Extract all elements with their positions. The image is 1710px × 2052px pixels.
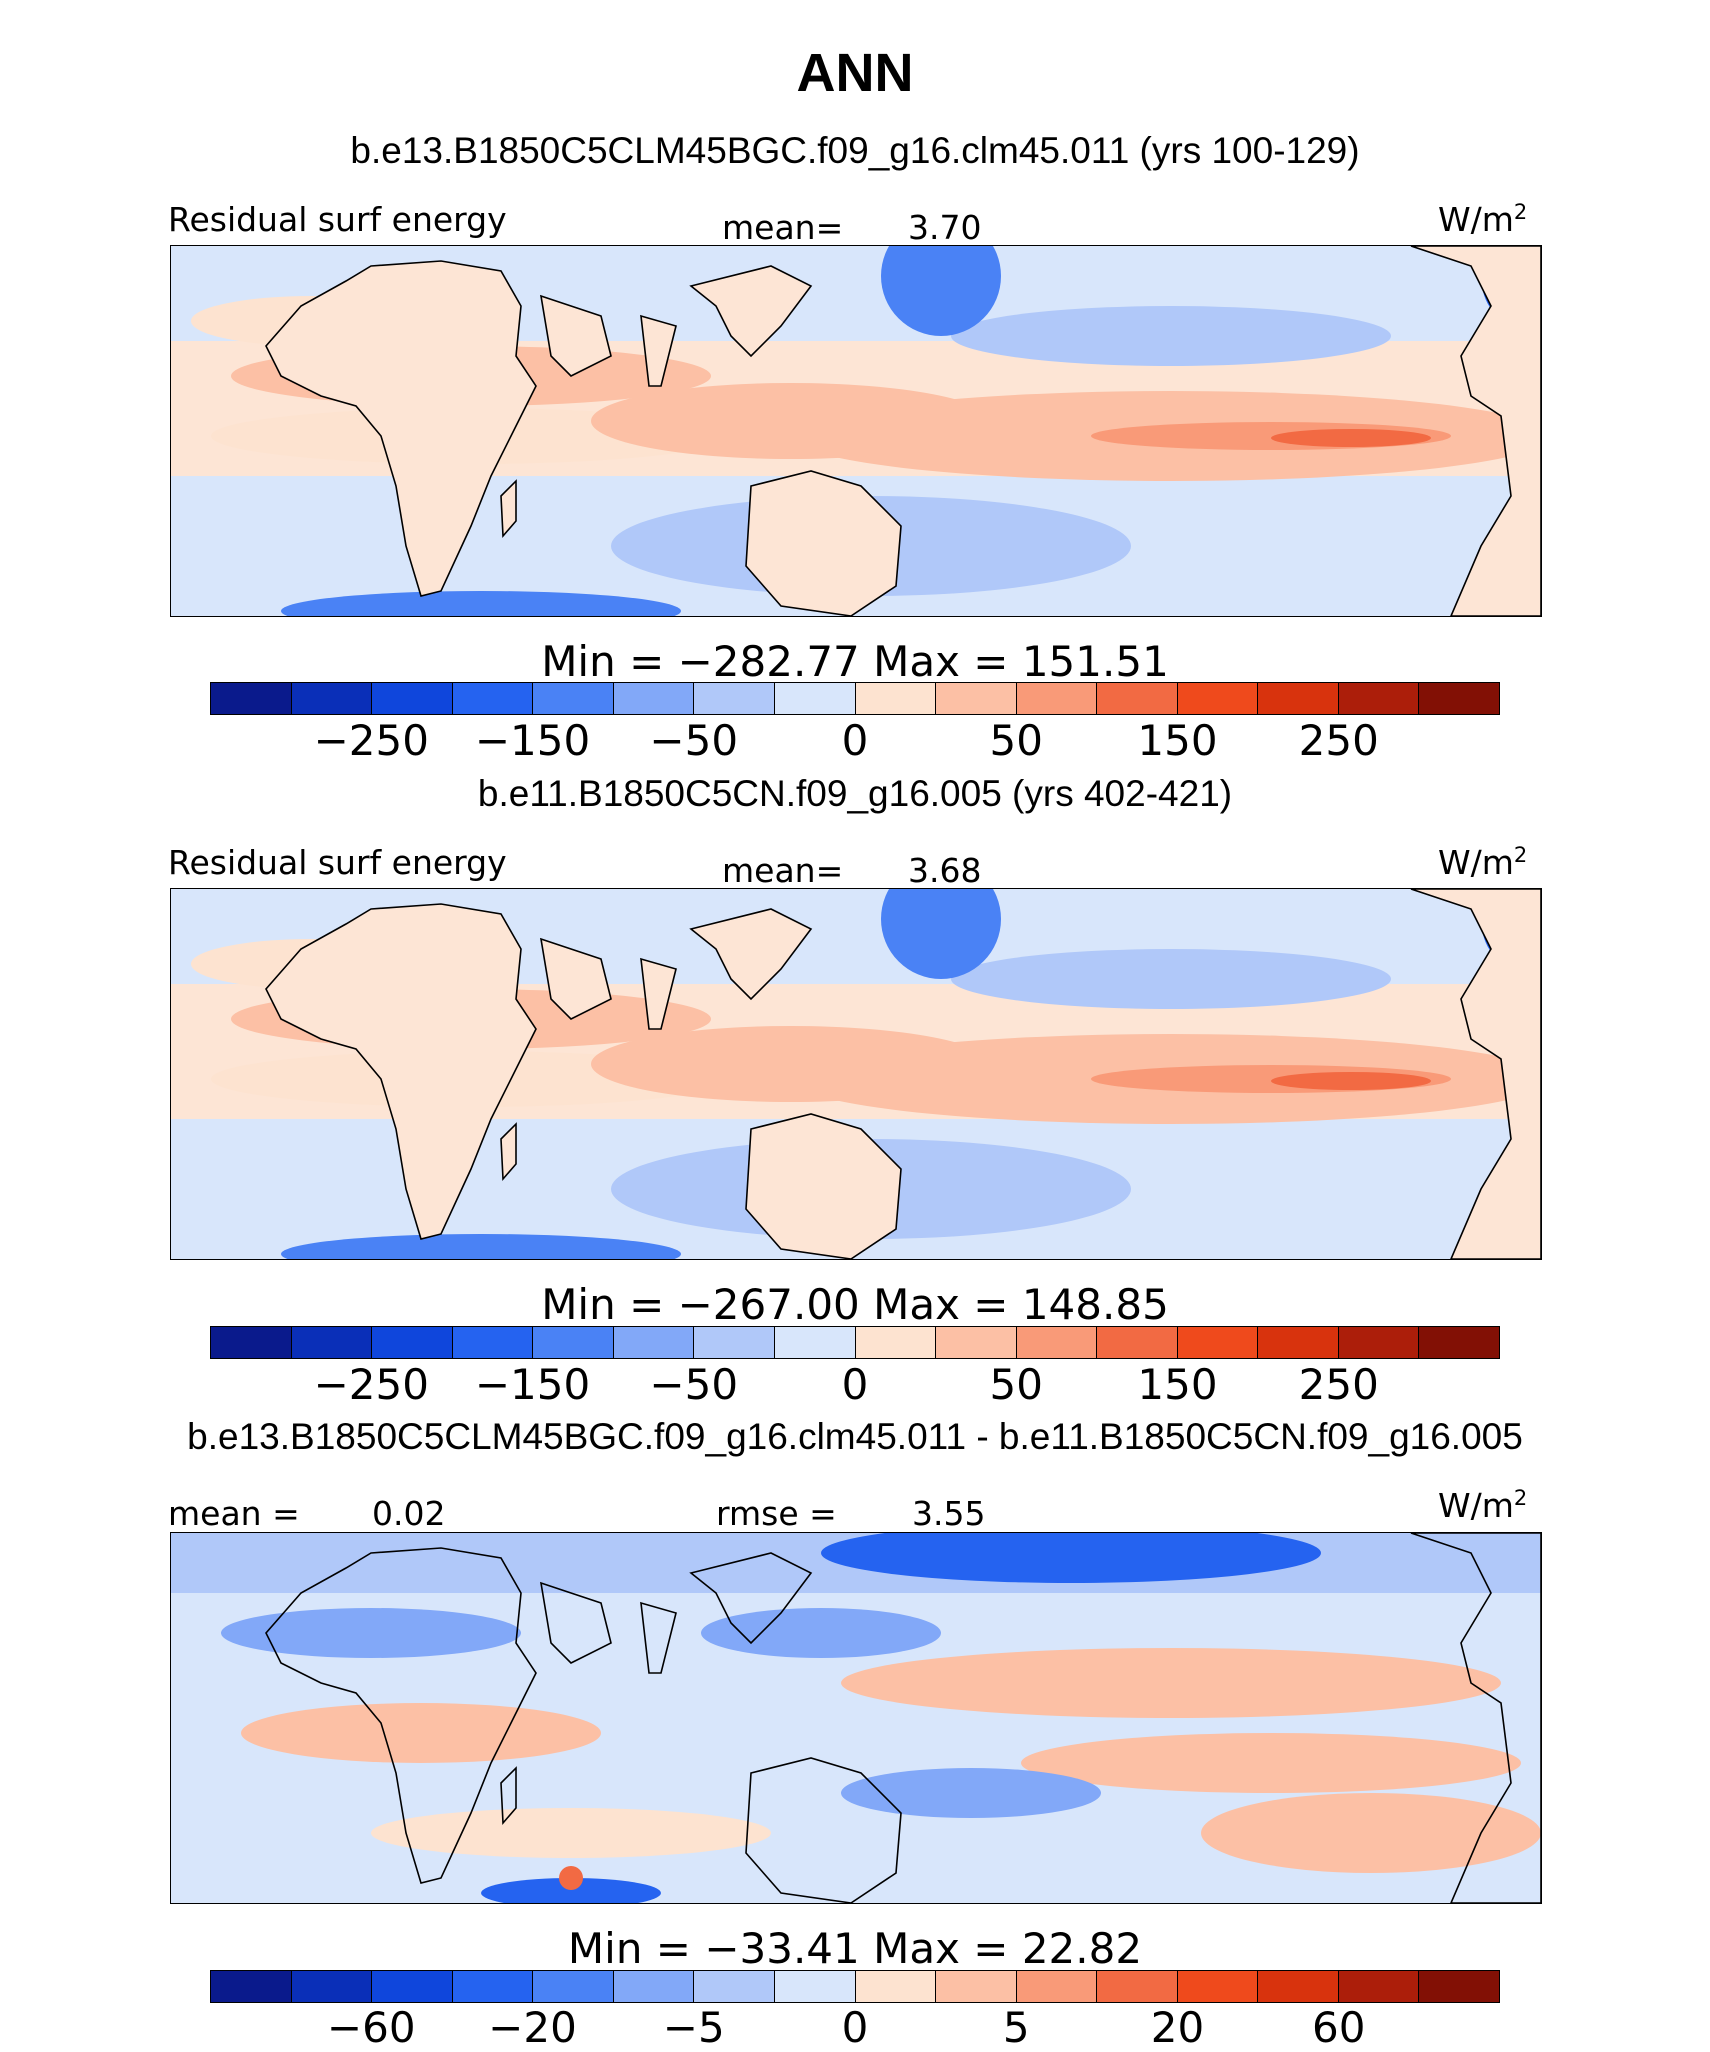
panel-2-title: b.e11.B1850C5CN.f09_g16.005 (yrs 402-421… <box>477 773 1233 814</box>
colorbar-cell <box>211 1327 292 1358</box>
colorbar-cell <box>1419 1327 1499 1358</box>
colorbar-cell <box>774 1327 856 1358</box>
colorbar-cell <box>1177 683 1259 714</box>
panel-2-variable: Residual surf energy <box>168 843 507 882</box>
panel-1-mean-label: mean= <box>722 208 844 247</box>
panel-2-min-max: Min = −267.00 Max = 148.85 <box>541 1280 1169 1329</box>
colorbar-cell <box>533 1327 614 1358</box>
colorbar-cell <box>1338 683 1420 714</box>
colorbar-tick-label: 150 <box>1137 1360 1218 1409</box>
colorbar-cell <box>211 1971 292 2002</box>
colorbar-cell <box>291 1327 373 1358</box>
panel-1-variable: Residual surf energy <box>168 200 507 239</box>
panel-3-map <box>170 1532 1542 1904</box>
colorbar-tick-label: 0 <box>841 1360 869 1409</box>
colorbar-cell <box>613 683 695 714</box>
colorbar-tick-label: −150 <box>474 716 591 765</box>
colorbar-cell <box>372 683 453 714</box>
colorbar-cell <box>1097 683 1178 714</box>
colorbar-cell <box>694 1971 775 2002</box>
colorbar-tick-label: 150 <box>1137 716 1218 765</box>
panel-3-mean-label: mean = <box>168 1494 300 1533</box>
colorbar-cell <box>1338 1327 1420 1358</box>
colorbar-cell <box>1097 1971 1178 2002</box>
panel-2-mean-label: mean= <box>722 851 844 890</box>
panel-1-min-max: Min = −282.77 Max = 151.51 <box>541 637 1169 686</box>
colorbar-cell <box>1419 683 1499 714</box>
colorbar-cell <box>855 1971 937 2002</box>
colorbar-cell <box>1258 1327 1339 1358</box>
colorbar-tick-label: 0 <box>841 716 869 765</box>
panel-3-map-svg <box>171 1533 1541 1903</box>
colorbar-cell <box>694 683 775 714</box>
colorbar-cell <box>291 683 373 714</box>
colorbar-cell <box>855 683 937 714</box>
colorbar-cell <box>1177 1971 1259 2002</box>
colorbar-cell <box>774 1971 856 2002</box>
panel-3-title: b.e13.B1850C5CLM45BGC.f09_g16.clm45.011 … <box>187 1416 1523 1457</box>
colorbar-cell <box>936 1971 1017 2002</box>
colorbar-cell <box>613 1327 695 1358</box>
colorbar-cell <box>372 1971 453 2002</box>
colorbar-tick-label: −20 <box>488 2003 577 2052</box>
colorbar-cell <box>211 683 292 714</box>
colorbar-tick-label: −5 <box>662 2003 725 2052</box>
panel-2-map <box>170 888 1542 1260</box>
panel-3-min-max: Min = −33.41 Max = 22.82 <box>567 1924 1143 1973</box>
colorbar-tick-label: 50 <box>989 716 1043 765</box>
colorbar-tick-label: 5 <box>1002 2003 1030 2052</box>
panel-1-map-svg <box>171 246 1541 616</box>
panel-3-mean-value: 0.02 <box>372 1494 446 1533</box>
colorbar-cell <box>1016 1327 1098 1358</box>
colorbar-tick-label: −50 <box>649 716 739 765</box>
panel-3-rmse-label: rmse = <box>716 1494 837 1533</box>
panel-1-mean-value: 3.70 <box>908 208 982 247</box>
colorbar-tick-label: 0 <box>841 2003 869 2052</box>
panel-3-rmse-value: 3.55 <box>912 1494 986 1533</box>
panel-2-map-svg <box>171 889 1541 1259</box>
colorbar-tick-label: 20 <box>1150 2003 1205 2052</box>
colorbar-cell <box>855 1327 937 1358</box>
panel-1-units: W/m2 <box>1438 200 1528 239</box>
colorbar-cell <box>1419 1971 1499 2002</box>
colorbar-cell <box>452 1971 534 2002</box>
colorbar-tick-label: 60 <box>1312 2003 1366 2052</box>
colorbar-tick-label: −250 <box>313 1360 429 1409</box>
colorbar-cell <box>1258 1971 1339 2002</box>
colorbar-tick-label: 50 <box>989 1360 1043 1409</box>
colorbar-cell <box>1097 1327 1178 1358</box>
colorbar-cell <box>1258 683 1339 714</box>
colorbar-tick-label: −60 <box>326 2003 416 2052</box>
colorbar-cell <box>452 1327 534 1358</box>
colorbar-cell <box>291 1971 373 2002</box>
colorbar-tick-label: −250 <box>313 716 429 765</box>
colorbar-cell <box>936 683 1017 714</box>
colorbar-cell <box>533 1971 614 2002</box>
colorbar-cell <box>694 1327 775 1358</box>
panel-3-colorbar <box>210 1970 1500 2003</box>
colorbar-tick-label: 250 <box>1298 716 1379 765</box>
colorbar-cell <box>1016 1971 1098 2002</box>
panel-1-title: b.e13.B1850C5CLM45BGC.f09_g16.clm45.011 … <box>350 130 1360 171</box>
panel-2-units: W/m2 <box>1438 843 1528 882</box>
colorbar-cell <box>1338 1971 1420 2002</box>
panel-1-map <box>170 245 1542 617</box>
colorbar-cell <box>533 683 614 714</box>
panel-1-colorbar <box>210 682 1500 715</box>
colorbar-tick-label: −50 <box>649 1360 739 1409</box>
colorbar-cell <box>372 1327 453 1358</box>
colorbar-cell <box>452 683 534 714</box>
colorbar-tick-label: 250 <box>1298 1360 1379 1409</box>
panel-2-colorbar <box>210 1326 1500 1359</box>
colorbar-cell <box>774 683 856 714</box>
panel-2-mean-value: 3.68 <box>908 851 982 890</box>
colorbar-tick-label: −150 <box>474 1360 591 1409</box>
colorbar-cell <box>1177 1327 1259 1358</box>
panel-3-units: W/m2 <box>1438 1486 1528 1525</box>
figure-title: ANN <box>796 43 914 103</box>
colorbar-cell <box>613 1971 695 2002</box>
colorbar-cell <box>936 1327 1017 1358</box>
colorbar-cell <box>1016 683 1098 714</box>
